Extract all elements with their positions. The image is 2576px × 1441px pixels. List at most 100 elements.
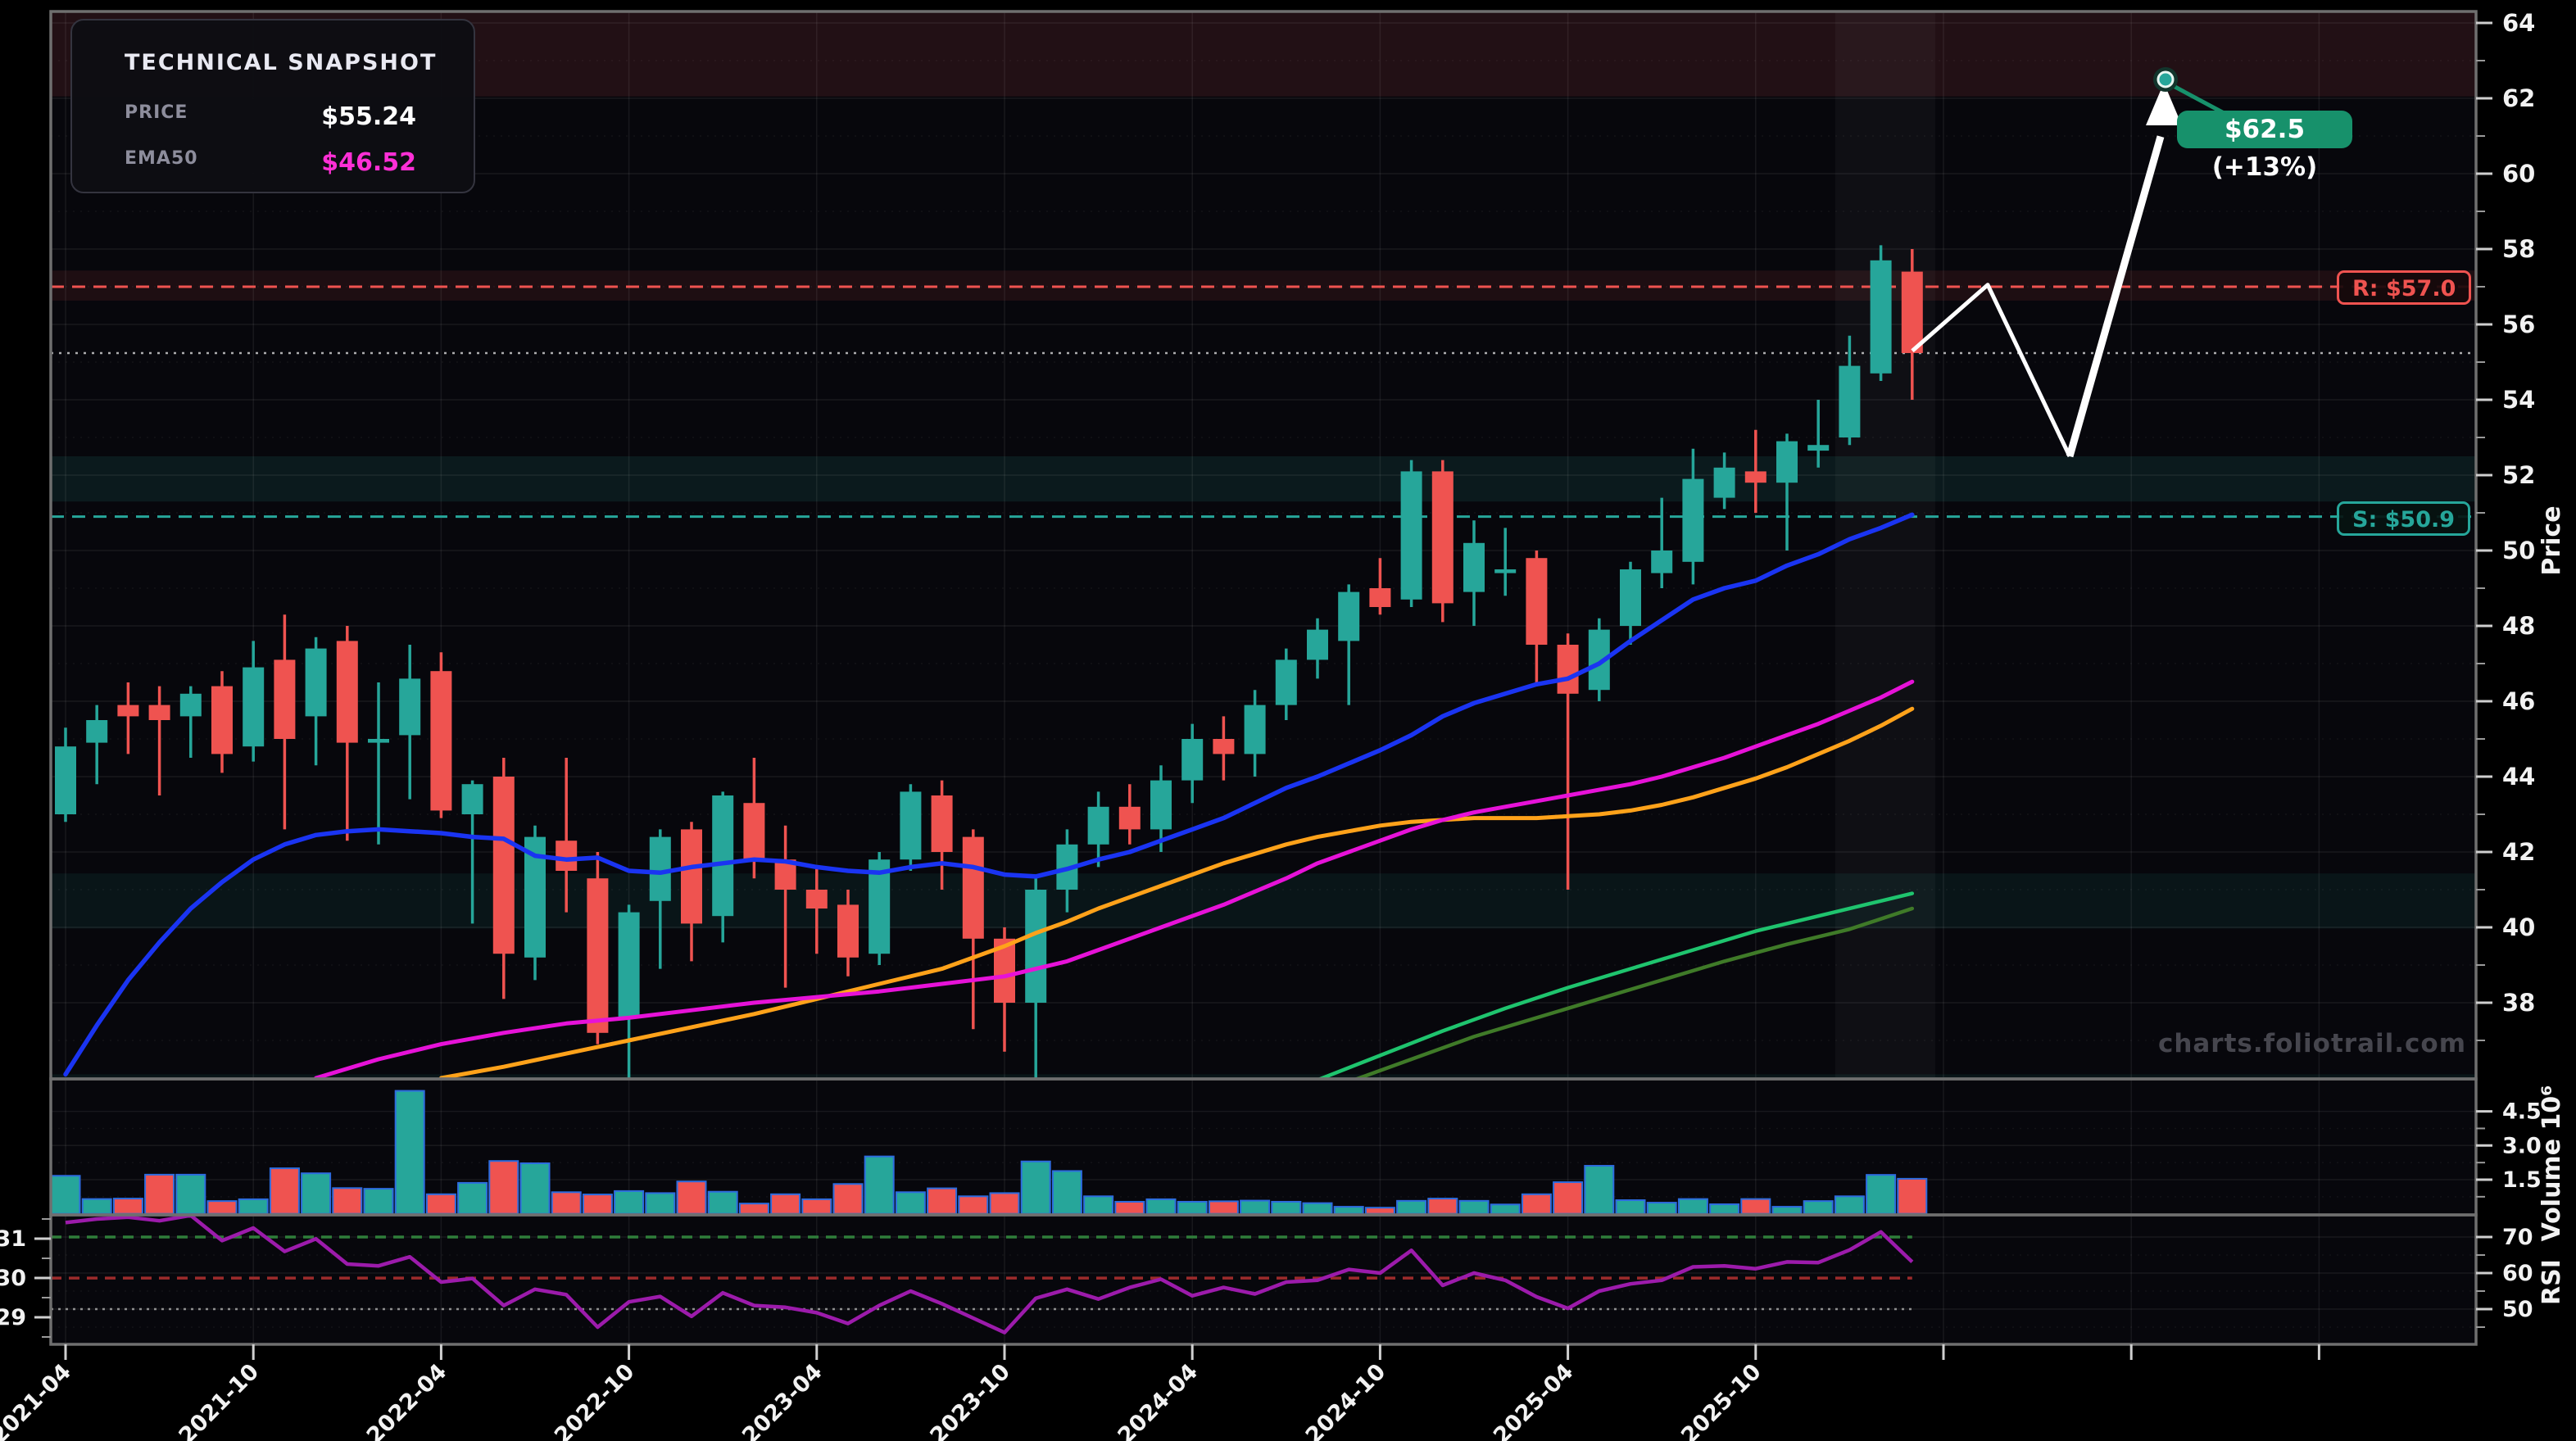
price-tick-58: 58 bbox=[2502, 235, 2535, 263]
candle-2023-09 bbox=[962, 836, 984, 939]
rsi-tick-70: 70 bbox=[2502, 1225, 2533, 1250]
price-tick-40: 40 bbox=[2502, 913, 2535, 941]
x-tick-2021-10: 2021-10 bbox=[175, 1359, 265, 1441]
volume-bar-2023-10 bbox=[989, 1192, 1020, 1215]
volume-bar-2025-02 bbox=[1490, 1203, 1521, 1215]
zone-band bbox=[51, 1074, 2476, 1079]
volume-bar-2023-12 bbox=[1051, 1170, 1082, 1215]
volume-bar-2025-07 bbox=[1646, 1202, 1677, 1215]
candle-2022-02 bbox=[368, 739, 389, 743]
volume-bar-2023-04 bbox=[801, 1198, 832, 1215]
candle-2021-06 bbox=[117, 705, 139, 717]
candle-2024-03 bbox=[1150, 780, 1172, 830]
candle-2022-04 bbox=[430, 671, 452, 811]
candle-2023-02 bbox=[743, 803, 765, 860]
candle-2025-02 bbox=[1494, 569, 1517, 573]
candle-2023-05 bbox=[837, 904, 859, 958]
volume-bar-2022-01 bbox=[332, 1187, 363, 1215]
candle-2023-04 bbox=[805, 890, 828, 909]
forecast-arrowhead bbox=[2146, 83, 2182, 125]
candle-2025-10 bbox=[1744, 471, 1766, 483]
zone-band bbox=[51, 270, 2476, 301]
price-tick-44: 44 bbox=[2502, 763, 2535, 791]
volume-bar-2026-03 bbox=[1897, 1177, 1928, 1215]
volume-bar-2025-12 bbox=[1803, 1200, 1834, 1215]
volume-bar-2025-08 bbox=[1677, 1198, 1708, 1215]
volume-bar-2021-05 bbox=[81, 1198, 112, 1215]
ema-fast-line bbox=[63, 512, 1915, 1077]
support-level-label: S: $50.9 bbox=[2337, 501, 2471, 536]
volume-bar-2022-03 bbox=[394, 1090, 425, 1215]
rsi-panel-frame bbox=[49, 1213, 2478, 1346]
volume-bar-2025-04 bbox=[1553, 1181, 1584, 1215]
price-tick-42: 42 bbox=[2502, 838, 2535, 866]
resistance-level-label: R: $57.0 bbox=[2337, 270, 2472, 305]
volume-bar-2024-03 bbox=[1145, 1198, 1177, 1215]
candle-2021-09 bbox=[211, 686, 233, 754]
candle-2025-09 bbox=[1713, 467, 1735, 498]
volume-bar-2025-05 bbox=[1584, 1165, 1615, 1215]
volume-tick-1.5: 1.5 bbox=[2502, 1167, 2542, 1193]
volume-bar-2024-11 bbox=[1396, 1199, 1427, 1215]
candle-2025-08 bbox=[1682, 478, 1704, 562]
volume-bar-2023-05 bbox=[832, 1183, 864, 1215]
trend-green-line bbox=[1316, 891, 1915, 1079]
volume-bar-2022-09 bbox=[582, 1194, 613, 1215]
price-row-value: $55.24 bbox=[321, 102, 416, 131]
candles-layer bbox=[55, 245, 1923, 1079]
forecast-arrow-shaft bbox=[2066, 135, 2165, 458]
candle-2023-08 bbox=[931, 795, 953, 852]
candle-2021-07 bbox=[148, 705, 170, 720]
watermark: charts.foliotrail.com bbox=[2157, 1029, 2466, 1058]
x-tick-2022-04: 2022-04 bbox=[362, 1359, 452, 1441]
candle-2024-08 bbox=[1307, 629, 1328, 660]
x-tick-2025-10: 2025-10 bbox=[1676, 1359, 1766, 1441]
candle-2025-01 bbox=[1463, 542, 1485, 592]
candle-2024-12 bbox=[1431, 471, 1454, 604]
volume-bar-2025-01 bbox=[1458, 1199, 1490, 1215]
candle-2025-04 bbox=[1557, 645, 1579, 694]
candle-2025-03 bbox=[1526, 558, 1548, 645]
candle-2022-12 bbox=[681, 829, 702, 924]
price-tick-52: 52 bbox=[2502, 461, 2535, 489]
volume-bar-2024-08 bbox=[1302, 1202, 1333, 1215]
trend-olive-line bbox=[1351, 906, 1915, 1079]
volume-bar-2023-01 bbox=[707, 1190, 738, 1215]
volume-bar-2025-09 bbox=[1709, 1203, 1740, 1215]
forecast-target-badge: $62.5 (+13%) bbox=[2177, 111, 2352, 182]
technical-snapshot-title: TECHNICAL SNAPSHOT bbox=[125, 50, 438, 75]
candle-2024-06 bbox=[1244, 705, 1266, 754]
price-tick-62: 62 bbox=[2502, 84, 2535, 112]
forecast-marker bbox=[2156, 70, 2175, 88]
volume-bar-2022-06 bbox=[488, 1160, 519, 1215]
volume-layer bbox=[51, 1090, 1928, 1215]
candle-2021-12 bbox=[305, 648, 327, 717]
rsi-panel-bg bbox=[51, 1215, 2476, 1344]
volume-bar-2021-04 bbox=[51, 1175, 81, 1215]
zone-band bbox=[51, 456, 2476, 502]
ema50-line bbox=[314, 679, 1915, 1079]
ema50-row-label: EMA50 bbox=[125, 148, 198, 169]
volume-bar-2023-09 bbox=[958, 1195, 989, 1215]
volume-bar-2021-10 bbox=[238, 1198, 269, 1215]
candle-2026-02 bbox=[1870, 260, 1892, 374]
candle-2023-07 bbox=[900, 791, 922, 860]
candle-2022-06 bbox=[492, 777, 515, 954]
candle-2023-01 bbox=[712, 795, 734, 917]
volume-bar-2022-02 bbox=[363, 1188, 394, 1215]
price-axis-title: Price bbox=[2537, 505, 2566, 575]
candle-2021-11 bbox=[274, 659, 296, 739]
volume-bar-2024-05 bbox=[1208, 1200, 1239, 1215]
volume-bar-2021-07 bbox=[144, 1173, 175, 1215]
volume-bar-2022-08 bbox=[551, 1191, 582, 1215]
volume-bar-2022-04 bbox=[425, 1193, 456, 1215]
volume-bar-2023-02 bbox=[738, 1203, 769, 1215]
volume-bar-2022-11 bbox=[645, 1192, 676, 1215]
candle-2021-04 bbox=[55, 746, 76, 814]
volume-bar-2026-01 bbox=[1834, 1195, 1865, 1215]
candle-2024-01 bbox=[1087, 806, 1109, 845]
rsi-line bbox=[65, 1215, 1914, 1335]
technical-snapshot-panel: TECHNICAL SNAPSHOT PRICE $55.24 EMA50 $4… bbox=[70, 19, 475, 193]
